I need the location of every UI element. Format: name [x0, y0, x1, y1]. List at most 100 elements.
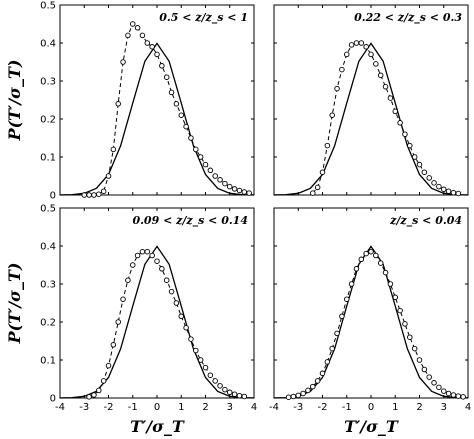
x-tick-label: 3: [441, 402, 447, 413]
x-tick-label: -4: [269, 402, 279, 413]
data-point: [368, 51, 374, 58]
y-tick-label: 0.5: [40, 204, 56, 215]
data-point: [353, 266, 360, 272]
x-tick-label: 1: [392, 402, 398, 413]
data-point: [455, 393, 462, 399]
data-point: [154, 51, 160, 58]
data-point: [115, 101, 121, 107]
data-point: [358, 40, 365, 46]
measured-pdf-line: [84, 23, 250, 196]
data-point: [387, 281, 394, 287]
data-point: [125, 32, 131, 39]
data-point: [300, 390, 306, 397]
data-point: [197, 357, 204, 363]
data-point: [431, 380, 437, 386]
data-point: [445, 188, 452, 194]
data-point: [110, 146, 117, 153]
data-point: [426, 175, 432, 181]
data-point: [134, 252, 141, 259]
data-point: [236, 392, 243, 399]
data-point: [168, 288, 175, 295]
data-point: [183, 123, 189, 130]
data-point: [129, 21, 136, 27]
data-point: [149, 252, 155, 259]
panel-label: z/z_s < 0.04: [389, 214, 462, 228]
y-tick-label: 0.2: [40, 115, 56, 126]
panels-group: 0 0.1 0.2 0.3 0.4 0.5 0.5 < z/z_s < 1 0.22 < z/…: [40, 1, 471, 414]
y-tick-label: 0: [50, 191, 56, 202]
gaussian-reference-line: [273, 42, 469, 196]
data-point: [120, 296, 126, 302]
data-point: [120, 59, 126, 65]
data-point: [202, 161, 209, 168]
data-point: [441, 186, 447, 193]
data-point: [373, 252, 379, 259]
data-point: [339, 66, 345, 73]
data-point: [358, 256, 365, 263]
data-point: [426, 374, 432, 380]
y-tick-label: 0: [50, 394, 56, 405]
data-point: [421, 169, 428, 175]
data-point: [411, 154, 418, 160]
data-point: [115, 319, 121, 325]
data-point: [81, 192, 87, 198]
data-point: [246, 190, 252, 196]
measured-pdf-line: [288, 251, 464, 398]
data-point: [392, 294, 399, 301]
y-tick-label: 0.4: [40, 39, 56, 50]
x-tick-label: -3: [293, 402, 303, 413]
data-point: [173, 300, 180, 306]
data-point: [368, 248, 374, 255]
panel-4: -4 -3 -2 -1 0 1 2 3 4 z/z_s < 0.04: [269, 207, 471, 413]
data-point: [100, 188, 107, 194]
data-point: [96, 387, 102, 394]
data-point: [173, 101, 180, 107]
data-point: [217, 383, 223, 389]
x-tick-label: 1: [178, 402, 184, 413]
data-point: [319, 370, 326, 377]
data-point: [241, 189, 248, 195]
data-point: [353, 40, 360, 46]
data-point: [193, 347, 199, 354]
data-point: [329, 112, 335, 118]
data-point: [411, 345, 418, 352]
data-point: [348, 281, 355, 287]
panel-3: -4 -3 -2 -1 0 1 2 3 4 0 0.1 0.2 0.3 0.4 0.5 0.09 < z/z_…: [40, 204, 257, 414]
data-point: [363, 250, 369, 257]
x-axis-title-right: T′/σ_T: [344, 417, 399, 436]
y-axis-title-top: P(T′/σ_T): [5, 60, 24, 142]
data-point: [402, 321, 408, 327]
data-point: [163, 277, 170, 283]
data-point: [416, 357, 423, 363]
data-point: [387, 95, 394, 101]
measured-pdf-line: [88, 251, 245, 398]
data-point: [149, 44, 155, 50]
data-point: [163, 74, 170, 80]
data-point: [197, 154, 204, 160]
data-point: [154, 258, 160, 264]
x-tick-label: 0: [154, 402, 160, 413]
data-point: [207, 372, 214, 378]
data-point: [310, 190, 316, 196]
y-tick-label: 0.2: [40, 318, 56, 329]
panel-label: 0.22 < z/z_s < 0.3: [354, 11, 462, 25]
data-point: [193, 146, 199, 153]
data-point: [226, 389, 233, 396]
y-tick-label: 0.3: [40, 280, 56, 291]
data-point: [431, 180, 437, 186]
data-point: [129, 262, 136, 268]
data-point: [285, 394, 292, 400]
data-point: [397, 307, 403, 314]
data-point: [373, 61, 379, 67]
plot-frame: [273, 4, 469, 196]
data-point: [178, 313, 184, 320]
data-point: [450, 392, 457, 398]
data-point: [324, 142, 331, 149]
gaussian-reference-line: [273, 245, 469, 399]
data-point: [125, 277, 131, 283]
y-tick-label: 0.5: [40, 1, 56, 12]
data-point: [407, 142, 413, 149]
gaussian-reference-line: [59, 42, 255, 196]
data-point: [455, 190, 462, 197]
